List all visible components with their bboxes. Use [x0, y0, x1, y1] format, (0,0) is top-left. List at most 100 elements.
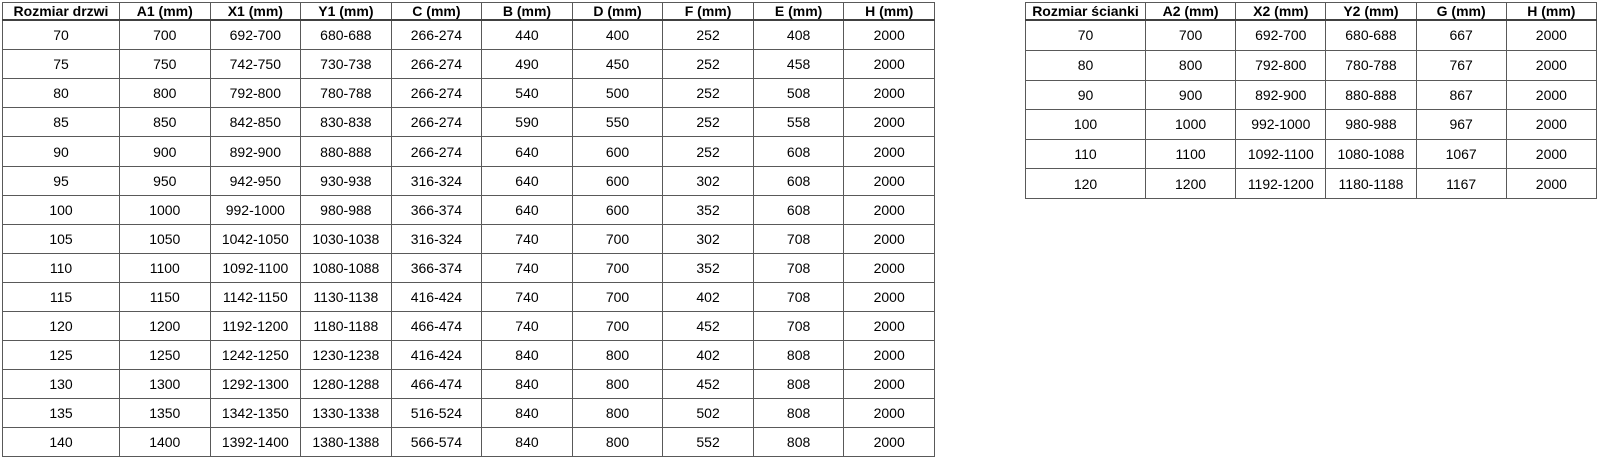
table-cell: 708 [752, 252, 845, 283]
table-cell: 110 [1025, 138, 1146, 170]
table-cell: 600 [571, 194, 664, 225]
table-cell: 1167 [1415, 168, 1507, 199]
column-header: Rozmiar ścianki [1025, 2, 1146, 21]
table-cell: 1092-1100 [209, 252, 302, 283]
table-cell: 100 [1025, 109, 1146, 140]
table-cell: 930-938 [300, 165, 392, 196]
table-cell: 608 [752, 165, 845, 196]
table-cell: 2000 [843, 252, 935, 283]
table-cell: 500 [571, 78, 664, 109]
table-cell: 120 [2, 310, 120, 341]
table-cell: 70 [2, 19, 120, 51]
table-cell: 2000 [1505, 168, 1598, 199]
table-cell: 600 [571, 165, 664, 196]
door-sizes-table: Rozmiar drzwi A1 (mm) X1 (mm) Y1 (mm) C (mm)… [2, 2, 935, 458]
table-cell: 252 [662, 136, 754, 167]
table-cell: 840 [481, 368, 573, 399]
table-row: 140 1400 1392-1400 1380-1388 566-574 840 800 55… [2, 426, 935, 458]
table-row: 110 1100 1092-1100 1080-1088 366-374 740 700 35… [2, 252, 935, 283]
table-cell: 2000 [1505, 109, 1598, 140]
table-row: 125 1250 1242-1250 1230-1238 416-424 840 800 40… [2, 339, 935, 370]
table-cell: 808 [752, 397, 845, 428]
column-header: D (mm) [571, 2, 664, 21]
table-cell: 1142-1150 [209, 281, 302, 312]
table-cell: 800 [571, 397, 664, 428]
table-cell: 1350 [119, 397, 211, 428]
column-header: Y2 (mm) [1325, 2, 1417, 21]
table-cell: 516-524 [390, 397, 483, 428]
table-cell: 740 [481, 281, 573, 312]
door-table-header-row: Rozmiar drzwi A1 (mm) X1 (mm) Y1 (mm) C (mm)… [2, 2, 935, 21]
table-cell: 700 [571, 281, 664, 312]
table-cell: 2000 [843, 339, 935, 370]
table-cell: 892-900 [209, 136, 302, 167]
table-cell: 900 [119, 136, 211, 167]
table-cell: 980-988 [300, 194, 392, 225]
column-header: Rozmiar drzwi [2, 2, 120, 21]
table-cell: 400 [571, 19, 664, 51]
table-cell: 302 [662, 165, 754, 196]
table-cell: 252 [662, 107, 754, 138]
table-cell: 452 [662, 310, 754, 341]
table-row: 130 1300 1292-1300 1280-1288 466-474 840 800 45… [2, 368, 935, 399]
table-cell: 708 [752, 310, 845, 341]
table-cell: 867 [1415, 79, 1507, 111]
table-cell: 1380-1388 [300, 426, 392, 458]
table-cell: 1180-1188 [300, 310, 392, 341]
table-cell: 2000 [843, 223, 935, 254]
column-header: E (mm) [752, 2, 845, 21]
table-cell: 730-738 [300, 49, 392, 80]
table-cell: 316-324 [390, 223, 483, 254]
table-cell: 2000 [843, 426, 935, 458]
table-cell: 2000 [843, 107, 935, 138]
table-cell: 1200 [119, 310, 211, 341]
table-cell: 100 [2, 194, 120, 225]
table-cell: 800 [571, 368, 664, 399]
table-row: 80 800 792-800 780-788 266-274 540 500 252 508 20… [2, 78, 935, 109]
table-row: 85 850 842-850 830-838 266-274 590 550 252 558 20… [2, 107, 935, 138]
table-cell: 80 [1025, 49, 1146, 81]
table-cell: 840 [481, 397, 573, 428]
table-cell: 458 [752, 49, 845, 80]
table-cell: 316-324 [390, 165, 483, 196]
column-header: B (mm) [481, 2, 573, 21]
table-cell: 466-474 [390, 368, 483, 399]
table-cell: 1030-1038 [300, 223, 392, 254]
table-cell: 708 [752, 223, 845, 254]
table-cell: 366-374 [390, 252, 483, 283]
table-cell: 892-900 [1235, 79, 1327, 111]
table-cell: 1092-1100 [1235, 138, 1327, 170]
table-cell: 1342-1350 [209, 397, 302, 428]
table-cell: 490 [481, 49, 573, 80]
table-cell: 466-474 [390, 310, 483, 341]
table-cell: 1242-1250 [209, 339, 302, 370]
table-cell: 1230-1238 [300, 339, 392, 370]
table-cell: 640 [481, 165, 573, 196]
table-cell: 1080-1088 [1325, 138, 1417, 170]
table-cell: 1392-1400 [209, 426, 302, 458]
table-row: 90 900 892-900 880-888 867 2000 [1025, 79, 1598, 111]
table-cell: 1150 [119, 281, 211, 312]
table-cell: 942-950 [209, 165, 302, 196]
table-cell: 1280-1288 [300, 368, 392, 399]
table-cell: 2000 [843, 165, 935, 196]
table-cell: 967 [1415, 109, 1507, 140]
table-row: 110 1100 1092-1100 1080-1088 1067 2000 [1025, 138, 1598, 170]
table-cell: 95 [2, 165, 120, 196]
table-cell: 900 [1144, 79, 1237, 111]
table-cell: 1192-1200 [209, 310, 302, 341]
table-cell: 266-274 [390, 136, 483, 167]
table-cell: 780-788 [300, 78, 392, 109]
table-cell: 2000 [843, 281, 935, 312]
table-cell: 700 [571, 310, 664, 341]
table-cell: 800 [1144, 49, 1237, 81]
table-cell: 2000 [1505, 138, 1598, 170]
table-row: 135 1350 1342-1350 1330-1338 516-524 840 800 50… [2, 397, 935, 428]
table-row: 105 1050 1042-1050 1030-1038 316-324 740 700 30… [2, 223, 935, 254]
table-cell: 402 [662, 281, 754, 312]
table-cell: 1080-1088 [300, 252, 392, 283]
table-row: 100 1000 992-1000 980-988 967 2000 [1025, 109, 1598, 140]
table-cell: 105 [2, 223, 120, 254]
table-row: 120 1200 1192-1200 1180-1188 466-474 740 700 45… [2, 310, 935, 341]
table-cell: 1292-1300 [209, 368, 302, 399]
